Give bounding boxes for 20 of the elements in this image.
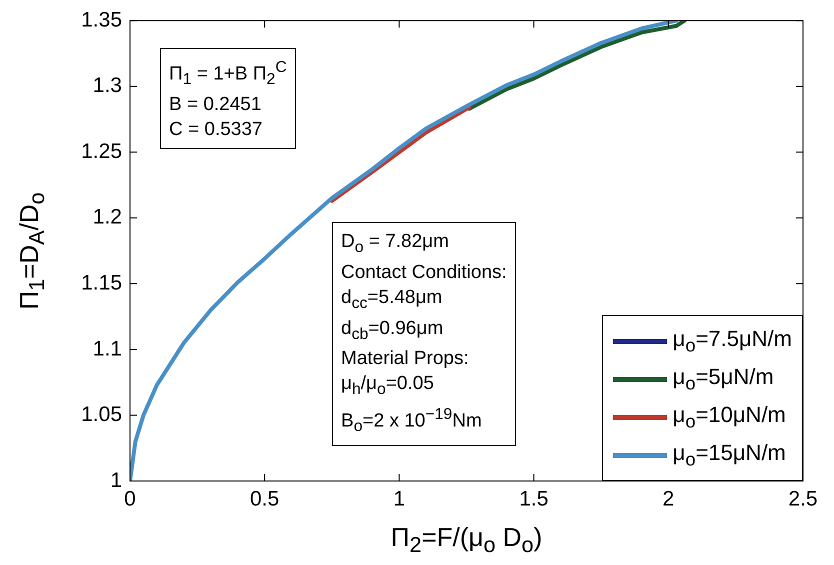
legend-label: μ$_{o}$=10μN/m bbox=[672, 402, 786, 432]
legend-label: μ$_{o}$=15μN/m bbox=[672, 440, 786, 470]
y-tick-label: 1 bbox=[110, 468, 122, 492]
x-tick-label: 0 bbox=[124, 487, 136, 510]
y-tick-label: 1.3 bbox=[92, 74, 122, 98]
x-tick-label: 1 bbox=[393, 487, 406, 510]
y-tick-label: 1.35 bbox=[81, 8, 122, 32]
text: D$_{o}$ = 7.82μm Contact Conditions: d$_{cc}$=5.48μm d$_{cb}$=0.96μm Material Props: μ$_{h}$/μ$_{o}$=0.05 B$_{o}$=2 x 10$^{−19}$Nm bbox=[341, 231, 507, 436]
y-tick-label: 1.1 bbox=[92, 337, 122, 360]
x-axis-title: Π$_{2}$=F/(μ$_{o}$ D$_{o}$) bbox=[390, 522, 544, 558]
x-tick-label: 0.5 bbox=[250, 487, 280, 510]
x-tick-label: 1.5 bbox=[519, 487, 548, 510]
x-tick-label: 2 bbox=[662, 487, 674, 510]
y-tick-label: 1.05 bbox=[81, 403, 122, 426]
y-tick-label: 1.25 bbox=[81, 140, 122, 163]
y-tick-label: 1.15 bbox=[81, 271, 122, 294]
y-tick-label: 1.2 bbox=[92, 206, 122, 229]
legend-label: μ$_{o}$=5μN/m bbox=[672, 364, 774, 394]
legend-label: μ$_{o}$=7.5μN/m bbox=[672, 326, 792, 356]
x-tick-label: 2.5 bbox=[788, 487, 818, 510]
